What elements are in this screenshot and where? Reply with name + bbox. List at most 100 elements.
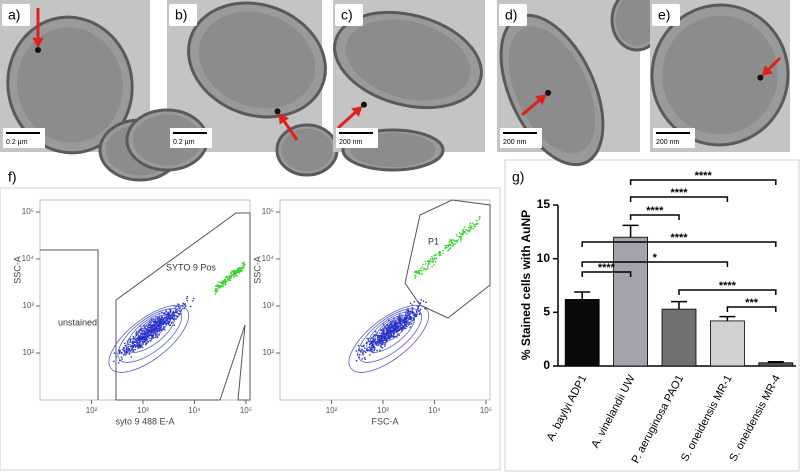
event-dot [143,325,145,327]
event-dot [460,233,462,236]
event-dot [168,322,170,324]
event-dot [475,219,478,222]
event-dot [132,349,134,351]
event-dot [469,225,472,228]
event-dot [164,313,167,315]
y-tick-label: 10⁵ [22,207,34,216]
event-dot [370,338,372,340]
event-dot [243,261,245,263]
event-dot [381,347,384,349]
event-dot [154,326,157,329]
event-dot [431,265,434,268]
event-dot [125,353,128,355]
scale-bar-label: 200 nm [339,139,363,146]
panel-label: c) [341,7,353,23]
event-dot [168,324,171,327]
gold-particle [360,101,367,108]
event-dot [127,343,130,345]
event-dot [151,335,154,338]
event-dot [155,321,157,324]
event-dot [417,307,420,309]
event-dot [236,268,239,270]
event-dot [362,351,364,354]
event-dot [120,356,123,359]
event-dot [404,323,406,326]
event-dot [242,264,245,267]
event-dot [414,270,417,272]
event-dot [224,280,227,283]
event-dot [159,329,162,332]
event-dot [362,353,364,356]
event-dot [140,344,143,347]
event-dot [146,335,149,338]
event-dot [463,226,466,228]
error-bar [574,291,591,300]
event-dot [373,347,375,349]
contour [366,311,415,353]
event-dot [136,340,138,342]
event-dot [418,269,420,272]
event-dot [146,338,149,341]
event-dot [363,347,366,349]
bar [710,320,745,367]
event-dot [132,346,134,349]
event-dot [184,304,187,307]
event-dot [121,358,123,360]
event-dot [150,337,153,339]
event-dot [371,350,373,353]
event-dot [147,326,150,329]
event-dot [158,330,161,333]
event-dot [410,322,413,325]
event-dot [229,279,232,282]
event-dot [411,309,414,311]
event-dot [137,345,139,348]
x-tick-label: 10³ [377,406,389,415]
event-dot [215,289,217,292]
y-axis-label: % Stained cells with AuNP [519,210,533,360]
event-dot [355,350,358,352]
significance-bracket [629,179,777,185]
gate [40,249,99,400]
event-dot [214,288,217,290]
significance-bracket [581,261,729,267]
x-tick-label: 10² [326,406,338,415]
event-dot [172,318,175,320]
arrow [280,117,299,141]
event-dot [358,349,361,352]
event-dot [133,341,136,343]
event-dot [379,332,381,334]
gate [115,212,251,401]
event-dot [388,327,391,330]
event-dot [462,229,464,232]
event-dot [403,316,406,318]
event-dot [132,338,134,340]
micrograph: e) 200 nm [650,0,790,152]
event-dot [130,346,133,348]
cell-interior [662,15,778,135]
panel-label-box [335,4,363,26]
event-dot [158,328,161,330]
event-dot [141,327,143,330]
event-dot [396,326,398,329]
error-bar [622,224,639,238]
event-dot [145,338,147,340]
bar [613,236,648,367]
event-dot [155,322,157,325]
event-dot [413,300,416,303]
event-dot [372,335,375,338]
event-dot [141,340,144,343]
event-dot [435,260,437,263]
event-dot [388,330,390,332]
event-dot [419,308,422,311]
event-dot [219,285,221,287]
event-dot [368,346,371,348]
event-dot [442,249,444,252]
event-dot [411,306,414,309]
event-dot [461,234,464,236]
event-dot [414,271,416,274]
event-dot [364,351,367,354]
event-dot [369,353,371,356]
event-dot [454,240,456,243]
event-dot [424,260,427,263]
event-dot [416,313,419,315]
